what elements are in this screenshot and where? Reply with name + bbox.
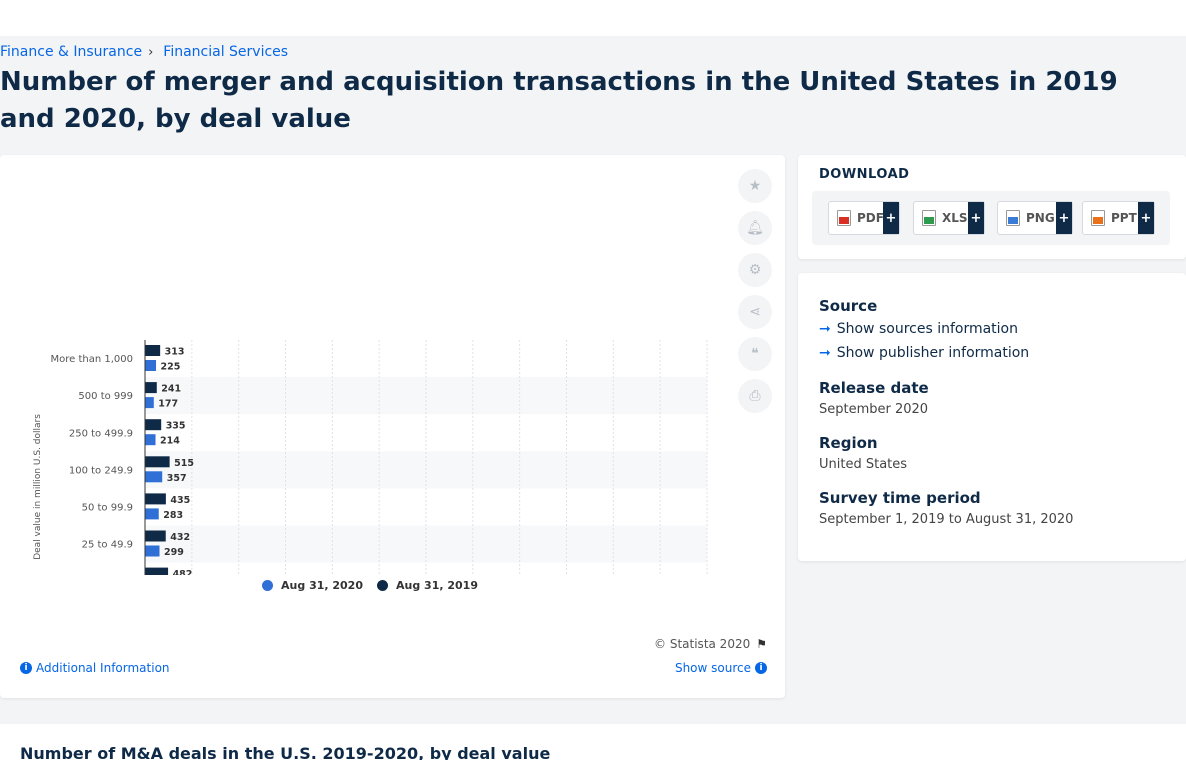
data-label-2020: 214: [160, 436, 180, 447]
plus-icon: +: [883, 202, 899, 234]
chart-card: More than 1,000 313 225 500 to 999 241 177 250…: [0, 155, 785, 698]
breadcrumb: Finance & Insurance › Financial Services: [0, 44, 288, 60]
star-icon[interactable]: ★: [738, 169, 772, 203]
download-ppt-label: PPT: [1111, 211, 1137, 225]
download-pdf-button[interactable]: PDF +: [828, 201, 900, 235]
info-icon: i: [755, 662, 767, 674]
bar-2019: [145, 419, 162, 431]
xls-file-icon: [922, 210, 936, 226]
data-label-2019: 241: [161, 384, 181, 395]
data-label-2019: 335: [166, 421, 186, 432]
chart-toolbar: ★ 🔔︎ ⚙ ⋖ ❝ ⎙: [738, 169, 772, 421]
legend-dot-2020: [262, 580, 274, 591]
data-label-2019: 435: [170, 495, 190, 506]
legend-dot-2019: [377, 580, 388, 591]
gear-icon[interactable]: ⚙: [738, 253, 772, 287]
top-bar: [0, 0, 1186, 36]
download-card: DOWNLOAD PDF + XLS + PNG + PPT +: [798, 155, 1186, 259]
bar-2020: [145, 360, 157, 371]
category-label: 100 to 249.9: [69, 465, 133, 476]
breadcrumb-item-financial-services[interactable]: Financial Services: [163, 44, 289, 60]
category-label: More than 1,000: [51, 354, 134, 365]
data-label-2019: 515: [174, 458, 194, 469]
bar-2020: [145, 397, 154, 409]
y-axis-title: Deal value in million U.S. dollars: [33, 414, 43, 560]
legend-label-2019: Aug 31, 2019: [396, 579, 478, 592]
download-png-label: PNG: [1026, 211, 1055, 225]
additional-info-label: Additional Information: [36, 661, 170, 675]
data-label-2019: 432: [170, 532, 190, 543]
download-ppt-button[interactable]: PPT +: [1082, 201, 1155, 235]
data-label-2020: 225: [161, 362, 181, 373]
category-label: 250 to 499.9: [69, 428, 133, 439]
bar-2019: [145, 530, 166, 542]
info-icon: i: [20, 662, 32, 674]
bar-2019: [145, 456, 170, 468]
breadcrumb-item-finance[interactable]: Finance & Insurance: [0, 44, 143, 60]
category-label: 25 to 49.9: [82, 540, 133, 551]
download-png-button[interactable]: PNG +: [997, 201, 1073, 235]
pdf-file-icon: [837, 210, 851, 226]
show-sources-label: Show sources information: [836, 321, 1018, 337]
bar-2019: [145, 567, 169, 575]
data-label-2020: 299: [164, 547, 184, 558]
bar-2019: [145, 345, 161, 356]
plus-icon: +: [1138, 202, 1154, 234]
bar-2020: [145, 434, 156, 446]
category-label: 500 to 999: [78, 391, 133, 402]
download-xls-button[interactable]: XLS +: [913, 201, 985, 235]
bar-2019: [145, 493, 166, 505]
bar-2020: [145, 471, 163, 483]
bar-chart: More than 1,000 313 225 500 to 999 241 177 250…: [33, 340, 708, 575]
region-value: United States: [819, 457, 908, 472]
statistic-info-card: Source ➞ Show sources information ➞ Show…: [798, 273, 1186, 561]
plus-icon: +: [968, 202, 984, 234]
breadcrumb-separator: ›: [148, 44, 154, 60]
survey-period-label: Survey time period: [819, 489, 981, 507]
ppt-file-icon: [1091, 210, 1105, 226]
show-source-link[interactable]: Show source i: [675, 661, 767, 675]
arrow-right-icon: ➞: [819, 345, 831, 361]
png-file-icon: [1006, 210, 1020, 226]
chart-legend: Aug 31, 2020 Aug 31, 2019: [0, 579, 740, 592]
copyright: © Statista 2020 ⚑: [654, 637, 767, 651]
release-date-value: September 2020: [819, 402, 929, 417]
show-publisher-label: Show publisher information: [836, 345, 1030, 361]
bar-2020: [145, 545, 160, 557]
additional-info-link[interactable]: i Additional Information: [20, 661, 170, 675]
flag-icon[interactable]: ⚑: [756, 637, 767, 651]
page-title: Number of merger and acquisition transac…: [0, 67, 1118, 134]
data-label-2019: 482: [173, 569, 193, 575]
bell-icon[interactable]: 🔔︎: [738, 211, 772, 245]
release-date-label: Release date: [819, 379, 929, 397]
data-label-2020: 283: [163, 510, 183, 521]
data-label-2020: 177: [158, 399, 178, 410]
show-sources-link[interactable]: ➞ Show sources information: [819, 321, 1018, 337]
legend-item-2020[interactable]: Aug 31, 2020: [262, 579, 363, 592]
plus-icon: +: [1056, 202, 1072, 234]
data-label-2020: 357: [167, 473, 187, 484]
download-pdf-label: PDF: [857, 211, 884, 225]
survey-period-value: September 1, 2019 to August 31, 2020: [819, 512, 1074, 527]
legend-item-2019[interactable]: Aug 31, 2019: [377, 579, 478, 592]
print-icon[interactable]: ⎙: [738, 379, 772, 413]
quote-icon[interactable]: ❝: [738, 337, 772, 371]
legend-label-2020: Aug 31, 2020: [281, 579, 363, 592]
related-statistic-title[interactable]: Number of M&A deals in the U.S. 2019-202…: [20, 744, 551, 760]
category-label: 50 to 99.9: [82, 502, 133, 513]
source-label: Source: [819, 297, 878, 315]
show-publisher-link[interactable]: ➞ Show publisher information: [819, 345, 1029, 361]
download-buttons: PDF + XLS + PNG + PPT +: [812, 191, 1170, 245]
bar-2019: [145, 382, 157, 394]
related-statistic-card: Number of M&A deals in the U.S. 2019-202…: [0, 724, 1186, 760]
share-icon[interactable]: ⋖: [738, 295, 772, 329]
download-title: DOWNLOAD: [819, 167, 910, 182]
download-xls-label: XLS: [942, 211, 968, 225]
region-label: Region: [819, 434, 878, 452]
copyright-text: © Statista 2020: [654, 637, 751, 651]
bar-2020: [145, 508, 159, 520]
show-source-label: Show source: [674, 661, 751, 675]
data-label-2019: 313: [165, 347, 185, 358]
arrow-right-icon: ➞: [819, 321, 831, 337]
